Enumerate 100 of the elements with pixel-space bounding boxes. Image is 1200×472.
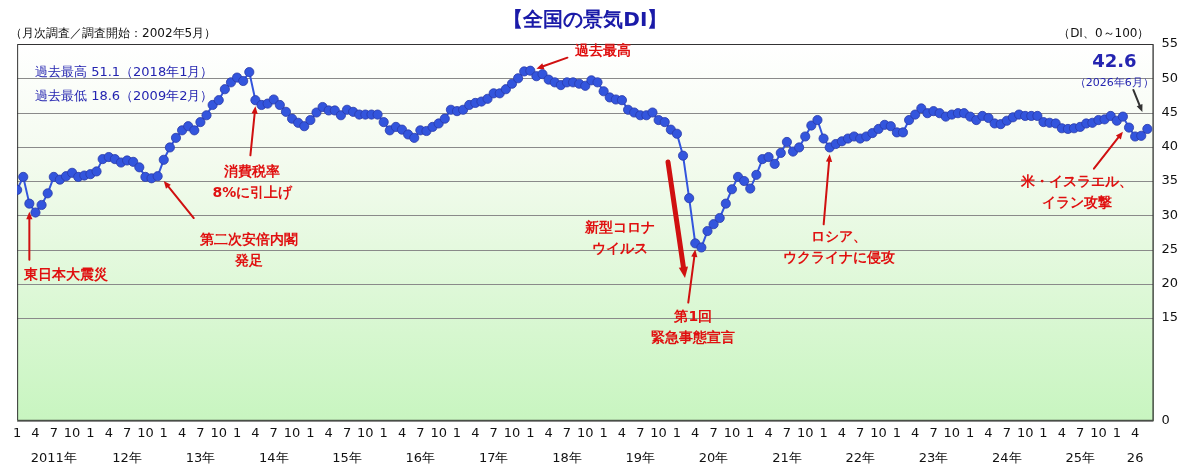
x-tick-label: 10 xyxy=(577,424,594,440)
y-tick-label: 40 xyxy=(1161,138,1178,154)
x-tick-label: 1 xyxy=(379,424,388,440)
x2-tick-label: 21年 xyxy=(772,449,802,465)
x-tick-label: 1 xyxy=(599,424,608,440)
x-tick-label: 1 xyxy=(966,424,975,440)
x2-tick-label: 24年 xyxy=(992,449,1022,465)
x-tick-label: 10 xyxy=(503,424,521,440)
y-tick-label: 55 xyxy=(1161,35,1178,51)
x-tick-label: 7 xyxy=(562,424,572,440)
x-tick-label: 10 xyxy=(796,424,814,440)
y-tick-label: 20 xyxy=(1161,275,1178,291)
x-tick-label: 1 xyxy=(526,424,535,440)
y-tick-label: 15 xyxy=(1161,309,1178,325)
y-tick-label: 50 xyxy=(1161,69,1178,85)
annotation: 過去最低 18.6（2009年2月） xyxy=(35,88,214,104)
x-tick-label: 4 xyxy=(764,424,773,440)
annotation: 新型コロナウイルス xyxy=(584,219,655,257)
annotation: 東日本大震災 xyxy=(23,266,109,283)
x2-tick-label: 26 xyxy=(1126,449,1144,465)
y-tick-label: 30 xyxy=(1161,206,1178,222)
x-tick-label: 7 xyxy=(489,424,498,440)
x2-tick-label: 22年 xyxy=(845,449,875,465)
annotation: ロシア、ウクライナに侵攻 xyxy=(782,228,895,266)
x-tick-label: 4 xyxy=(1057,424,1066,440)
annotation: 米・イスラエル、イラン攻撃 xyxy=(1019,172,1133,210)
chart-subtitle: （月次調査／調査開始：2002年5月） xyxy=(10,26,217,41)
x-tick-label: 4 xyxy=(1130,424,1140,440)
x-tick-label: 10 xyxy=(943,424,961,440)
x-tick-label: 4 xyxy=(177,424,187,440)
x-tick-label: 1 xyxy=(159,424,168,440)
annotation: 第二次安倍内閣発足 xyxy=(198,231,298,269)
x2-tick-label: 2011年 xyxy=(30,449,77,465)
annotation: 過去最高 51.1（2018年1月） xyxy=(35,64,214,80)
x-tick-label: 4 xyxy=(104,424,113,440)
x2-tick-label: 16年 xyxy=(405,449,436,465)
x-tick-label: 10 xyxy=(210,424,228,440)
x2-tick-label: 14年 xyxy=(258,449,289,465)
x-tick-label: 4 xyxy=(617,424,627,440)
x-tick-label: 4 xyxy=(837,424,847,440)
x-tick-label: 4 xyxy=(324,424,333,440)
x-tick-label: 4 xyxy=(397,424,407,440)
x-tick-label: 1 xyxy=(452,424,462,440)
x2-tick-label: 23年 xyxy=(918,449,949,465)
x-tick-label: 4 xyxy=(471,424,480,440)
x-tick-label: 7 xyxy=(636,424,645,440)
y-tick-label: 35 xyxy=(1161,172,1178,188)
annotation: 42.6 （2026年6月） xyxy=(1074,50,1154,90)
x-tick-label: 7 xyxy=(709,424,718,440)
annotation: 消費税率8%に引上げ xyxy=(212,163,294,201)
x-tick-label: 7 xyxy=(196,424,205,440)
x-tick-label: 7 xyxy=(416,424,425,440)
x-tick-label: 7 xyxy=(1076,424,1085,440)
x-tick-label: 7 xyxy=(49,424,58,440)
x-tick-label: 10 xyxy=(63,424,81,440)
x-tick-label: 1 xyxy=(86,424,95,440)
y-axis-title: （DI、0～100） xyxy=(1058,26,1150,41)
x-tick-label: 7 xyxy=(782,424,792,440)
x-tick-label: 7 xyxy=(342,424,352,440)
annotation: 第1回緊急事態宣言 xyxy=(651,307,736,345)
x-tick-label: 4 xyxy=(691,424,700,440)
x2-tick-label: 18年 xyxy=(552,449,582,465)
x-tick-label: 10 xyxy=(723,424,741,440)
x2-tick-label: 12年 xyxy=(112,449,142,465)
x-tick-label: 7 xyxy=(269,424,278,440)
x2-tick-label: 17年 xyxy=(478,449,509,465)
y-tick-label: 25 xyxy=(1161,240,1178,256)
x-tick-label: 10 xyxy=(650,424,667,440)
x-tick-label: 10 xyxy=(137,424,154,440)
annotation: 過去最高 xyxy=(574,42,632,59)
x-tick-label: 1 xyxy=(672,424,682,440)
x-tick-label: 1 xyxy=(232,424,242,440)
x-tick-label: 1 xyxy=(746,424,755,440)
x-tick-label: 1 xyxy=(892,424,902,440)
x-tick-label: 4 xyxy=(251,424,260,440)
x-tick-label: 4 xyxy=(984,424,993,440)
x2-tick-label: 19年 xyxy=(625,449,656,465)
x-tick-label: 7 xyxy=(929,424,938,440)
x-tick-label: 10 xyxy=(357,424,374,440)
x-tick-label: 1 xyxy=(12,424,22,440)
x-tick-label: 10 xyxy=(1090,424,1107,440)
x2-tick-label: 13年 xyxy=(185,449,216,465)
x2-tick-label: 15年 xyxy=(332,449,362,465)
x-tick-label: 7 xyxy=(856,424,865,440)
x-tick-label: 4 xyxy=(544,424,553,440)
y-tick-label: 0 xyxy=(1161,412,1170,428)
x-tick-label: 10 xyxy=(430,424,447,440)
x2-tick-label: 20年 xyxy=(698,449,729,465)
x-tick-label: 7 xyxy=(122,424,132,440)
x-tick-label: 1 xyxy=(1039,424,1048,440)
chart-title: 【全国の景気DI】 xyxy=(503,7,668,32)
x-tick-label: 4 xyxy=(31,424,40,440)
x2-tick-label: 25年 xyxy=(1065,449,1095,465)
x-tick-label: 1 xyxy=(306,424,315,440)
y-tick-label: 45 xyxy=(1161,103,1178,119)
x-tick-label: 10 xyxy=(283,424,301,440)
x-tick-label: 10 xyxy=(1016,424,1034,440)
x-tick-label: 4 xyxy=(911,424,920,440)
x-tick-label: 10 xyxy=(870,424,887,440)
x-tick-label: 7 xyxy=(1002,424,1011,440)
